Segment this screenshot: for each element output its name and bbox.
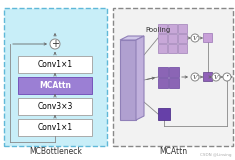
Bar: [18, 98, 92, 115]
Bar: [168, 24, 177, 33]
Bar: [18, 56, 92, 73]
Bar: [169, 78, 179, 88]
Text: MCBottleneck: MCBottleneck: [29, 148, 82, 156]
Text: CSDN @Linsing: CSDN @Linsing: [200, 153, 232, 157]
Bar: [168, 44, 177, 53]
Circle shape: [212, 73, 220, 81]
Bar: [4, 8, 107, 146]
Bar: [158, 44, 167, 53]
Text: V: V: [214, 75, 218, 80]
Text: ·: ·: [225, 72, 229, 82]
Bar: [168, 34, 177, 43]
Bar: [178, 34, 187, 43]
Text: Conv1×1: Conv1×1: [37, 123, 73, 132]
Polygon shape: [120, 36, 144, 40]
Bar: [178, 24, 187, 33]
Bar: [18, 119, 92, 136]
Circle shape: [191, 73, 199, 81]
Text: Pooling: Pooling: [145, 27, 170, 33]
Bar: [158, 108, 170, 120]
Text: Conv1×1: Conv1×1: [37, 60, 73, 69]
Text: MCAttn: MCAttn: [39, 81, 71, 90]
Bar: [18, 77, 92, 94]
Bar: [178, 44, 187, 53]
Bar: [158, 24, 167, 33]
Text: V: V: [193, 36, 197, 40]
Bar: [169, 67, 179, 77]
Bar: [158, 34, 167, 43]
Bar: [120, 40, 136, 120]
Text: Conv3×3: Conv3×3: [37, 102, 73, 111]
Bar: [158, 78, 168, 88]
Circle shape: [223, 73, 231, 81]
Text: +: +: [51, 39, 59, 49]
Text: V: V: [193, 75, 197, 80]
Bar: [203, 33, 212, 42]
Text: MCAttn: MCAttn: [159, 148, 187, 156]
Circle shape: [191, 34, 199, 42]
Circle shape: [50, 39, 60, 49]
Polygon shape: [136, 36, 144, 120]
Bar: [203, 72, 212, 81]
Bar: [158, 67, 168, 77]
Bar: [113, 8, 233, 146]
